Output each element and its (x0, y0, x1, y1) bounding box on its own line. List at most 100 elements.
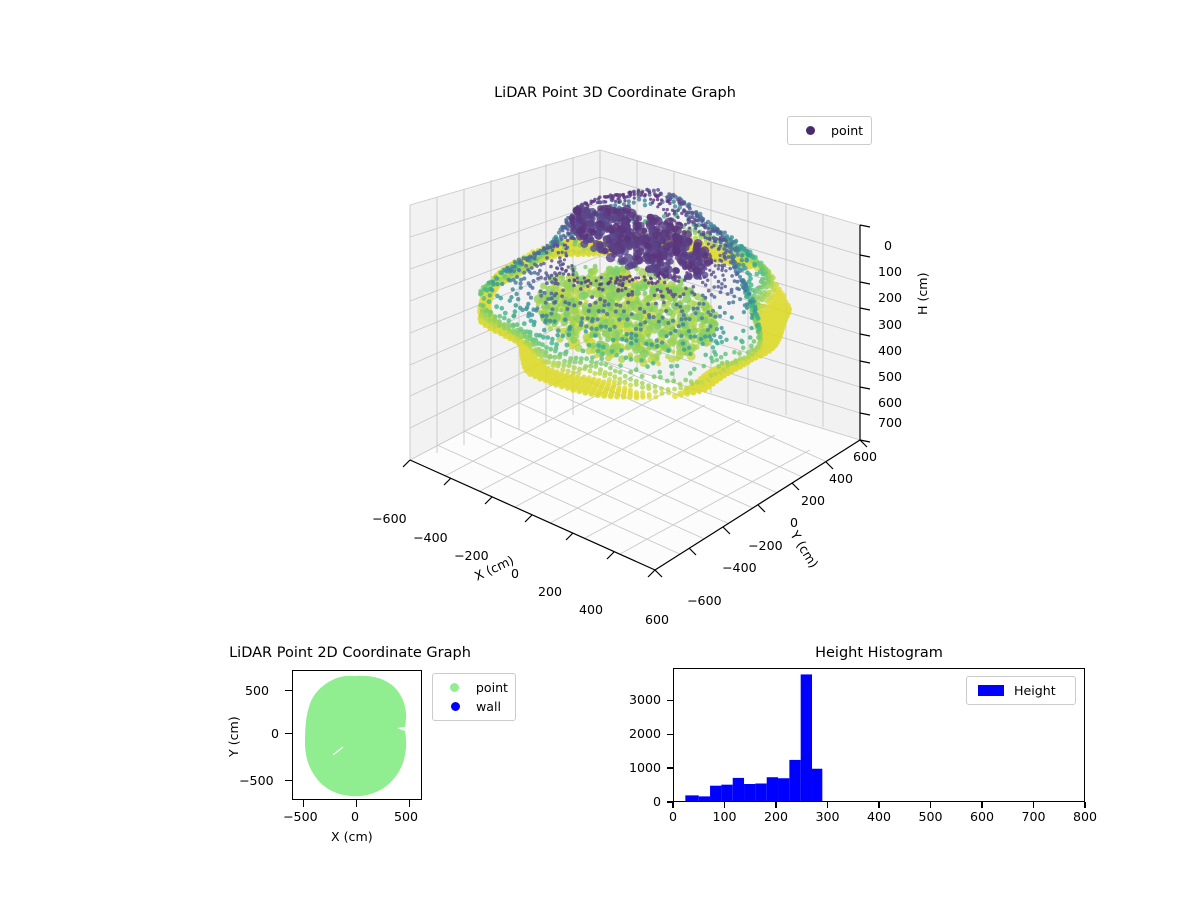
plot3d-ztick-3: 300 (878, 317, 903, 332)
histogram-bar (755, 783, 767, 801)
plot3d-xtick-5: 400 (579, 602, 604, 617)
point-marker-icon (440, 683, 470, 692)
legend-label: Height (1014, 683, 1056, 698)
plot2d-ytickmark-0 (285, 690, 292, 692)
histogram-legend: Height (966, 676, 1076, 705)
plot2d-gap (332, 746, 344, 756)
plot3d-xtick-3: 0 (511, 566, 520, 581)
histogram-xtick-label: 300 (815, 809, 840, 824)
plot3d-legend: point (787, 116, 872, 145)
plot3d-axes[interactable] (300, 110, 920, 630)
plot2d-xtickmark-1 (356, 800, 358, 807)
legend-item-point: point (795, 121, 864, 140)
plot3d-ytick-4: 200 (801, 493, 826, 508)
histogram-ytick-label: 2000 (628, 726, 661, 742)
histogram-xtick-label: 0 (668, 809, 678, 824)
histogram-ytick-label: 1000 (628, 760, 661, 776)
plot3d-title: LiDAR Point 3D Coordinate Graph (494, 85, 736, 101)
plot3d-ytick-3: 0 (790, 515, 799, 530)
point-marker-icon (795, 126, 825, 135)
histogram-bar (766, 777, 779, 801)
plot2d-ytick-0: 500 (245, 683, 270, 698)
plot3d-ytick-6: 600 (853, 449, 878, 464)
histogram-ytick-label: 0 (652, 794, 661, 809)
plot2d-ytickmark-1 (285, 733, 292, 735)
legend-item-wall: wall (440, 697, 508, 716)
legend-label: point (475, 680, 508, 695)
plot3d-zaxis-label: H (cm) (915, 272, 930, 316)
height-patch-icon (974, 685, 1008, 696)
plot3d-ytick-5: 400 (829, 471, 854, 486)
plot3d-ztick-7: 700 (878, 415, 903, 430)
histogram-xtick-label: 500 (918, 809, 943, 824)
histogram-bar (800, 674, 813, 801)
plot3d-ztick-2: 200 (878, 290, 903, 305)
histogram-bar (698, 796, 711, 801)
plot2d-canvas (305, 675, 407, 797)
histogram-xtick-label: 700 (1021, 809, 1046, 824)
histogram-bar (721, 784, 733, 801)
plot3d-xtick-6: 600 (645, 612, 670, 627)
histogram-bar (710, 785, 722, 801)
histogram-xtickmark (981, 802, 983, 808)
plot2d-yaxis-label: Y (cm) (226, 716, 241, 757)
histogram-xtickmark (1084, 802, 1086, 808)
histogram-ytickmark (667, 699, 673, 701)
plot3d-ztick-0: 0 (884, 238, 893, 253)
histogram-bar (744, 784, 756, 801)
plot3d-xtick-1: −400 (413, 530, 448, 545)
plot3d-ztick-6: 600 (878, 395, 903, 410)
plot2d-xtickmark-0 (303, 800, 305, 807)
plot2d-xtick-1: 0 (351, 809, 360, 824)
histogram-bar (685, 795, 699, 801)
legend-label: wall (476, 699, 502, 714)
histogram-xtick-label: 800 (1072, 809, 1098, 824)
plot3d-y-tickmarks (654, 439, 868, 578)
plot3d-point-cloud (477, 187, 793, 401)
plot3d-ztick-1: 100 (878, 264, 903, 279)
plot3d-ytick-0: −600 (687, 593, 722, 608)
legend-item-height: Height (974, 681, 1068, 700)
legend-label: point (831, 123, 864, 138)
plot2d-xtickmark-2 (409, 800, 411, 807)
plot2d-xtick-0: −500 (283, 809, 318, 824)
plot2d-point-series (305, 675, 407, 797)
legend-item-point: point (440, 678, 508, 697)
plot2d-title: LiDAR Point 2D Coordinate Graph (229, 645, 471, 661)
plot2d-axes[interactable] (292, 670, 422, 800)
histogram-xtickmark (826, 802, 829, 808)
histogram-xtick-label: 400 (866, 809, 892, 824)
wall-marker-icon (440, 702, 470, 711)
plot2d-legend: point wall (432, 673, 516, 721)
histogram-bar (812, 768, 823, 801)
histogram-xtickmark (723, 802, 726, 808)
plot3d-xtick-0: −600 (372, 511, 407, 526)
histogram-xtickmark (929, 802, 932, 808)
histogram-xtick-label: 600 (969, 809, 995, 824)
plot3d-ztick-4: 400 (878, 343, 903, 358)
histogram-bar (732, 777, 745, 801)
histogram-xtick-label: 200 (763, 809, 789, 824)
plot3d-x-tickmarks (402, 459, 656, 578)
histogram-title: Height Histogram (815, 645, 943, 661)
histogram-xtickmark (672, 802, 674, 808)
plot3d-xtick-4: 200 (538, 584, 563, 599)
plot3d-pane-floor (410, 360, 860, 570)
plot2d-xtick-2: 500 (394, 809, 419, 824)
histogram-ytick-label: 3000 (628, 692, 661, 708)
plot3d-canvas (402, 149, 871, 578)
plot3d-ytick-2: −200 (748, 538, 783, 553)
histogram-ytickmark (667, 801, 673, 803)
plot2d-ytick-2: −500 (239, 773, 274, 788)
histogram-xtickmark (1032, 802, 1035, 808)
plot3d-xtick-2: −200 (454, 548, 489, 563)
histogram-canvas (685, 674, 823, 801)
plot3d-ztick-5: 500 (878, 369, 903, 384)
plot3d-ytick-1: −400 (722, 560, 757, 575)
histogram-ytickmark (667, 733, 673, 735)
histogram-bar (778, 778, 790, 801)
plot3d-z-tickmarks (859, 224, 871, 443)
histogram-bar (789, 759, 801, 801)
histogram-xtick-label: 100 (712, 809, 737, 824)
